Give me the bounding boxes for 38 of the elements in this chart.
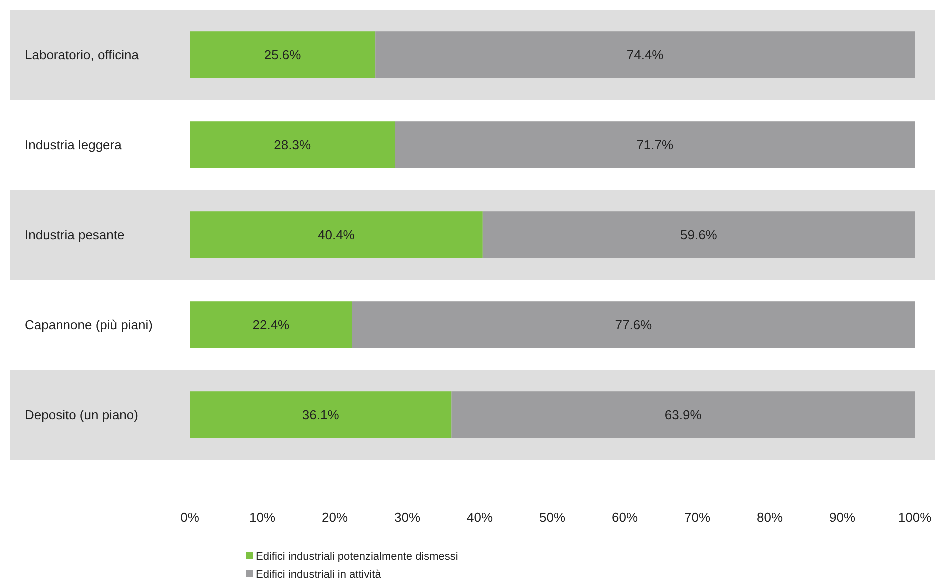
bar <box>190 32 376 78</box>
x-tick-label: 0% <box>180 510 200 525</box>
x-tick-label: 60% <box>612 510 638 525</box>
x-tick-label: 70% <box>684 510 711 525</box>
text: 22.4% <box>252 318 290 333</box>
bar <box>190 212 483 258</box>
bar <box>395 122 915 168</box>
y-tick-label: Industria pesante <box>25 228 125 243</box>
x-tick-label: 20% <box>322 510 348 525</box>
text: 36.1% <box>302 408 340 423</box>
x-tick-label: 100% <box>898 510 932 525</box>
x-tick-label: 80% <box>756 510 784 525</box>
bar <box>376 32 915 78</box>
text: 63.9% <box>664 408 702 423</box>
bar <box>190 392 452 438</box>
x-tick-label: 30% <box>394 510 421 525</box>
y-tick-label: Deposito (un piano) <box>25 408 138 423</box>
text: 74.4% <box>626 48 664 63</box>
bar <box>190 122 396 168</box>
legend-label: Edifici industriali in attività <box>256 569 382 581</box>
bar <box>352 302 915 348</box>
text: 28.3% <box>274 138 312 153</box>
x-tick-label: 40% <box>466 510 494 525</box>
text: 77.6% <box>615 318 652 333</box>
bar <box>452 392 915 438</box>
text: 25.6% <box>264 48 302 63</box>
bar <box>190 302 352 348</box>
y-tick-label: Capannone (più piani) <box>25 318 153 333</box>
x-tick-label: 10% <box>249 510 276 525</box>
x-tick-label: 90% <box>829 510 856 525</box>
x-tick-label: 50% <box>539 510 566 525</box>
text: 40.4% <box>318 228 355 243</box>
legend-label: Edifici industriali potenzialmente dismessi <box>256 551 458 563</box>
bar <box>482 212 915 258</box>
text: 59.6% <box>680 228 718 243</box>
text: 71.7% <box>636 138 674 153</box>
y-tick-label: Industria leggera <box>25 138 123 153</box>
y-tick-label: Laboratorio, officina <box>25 48 140 63</box>
